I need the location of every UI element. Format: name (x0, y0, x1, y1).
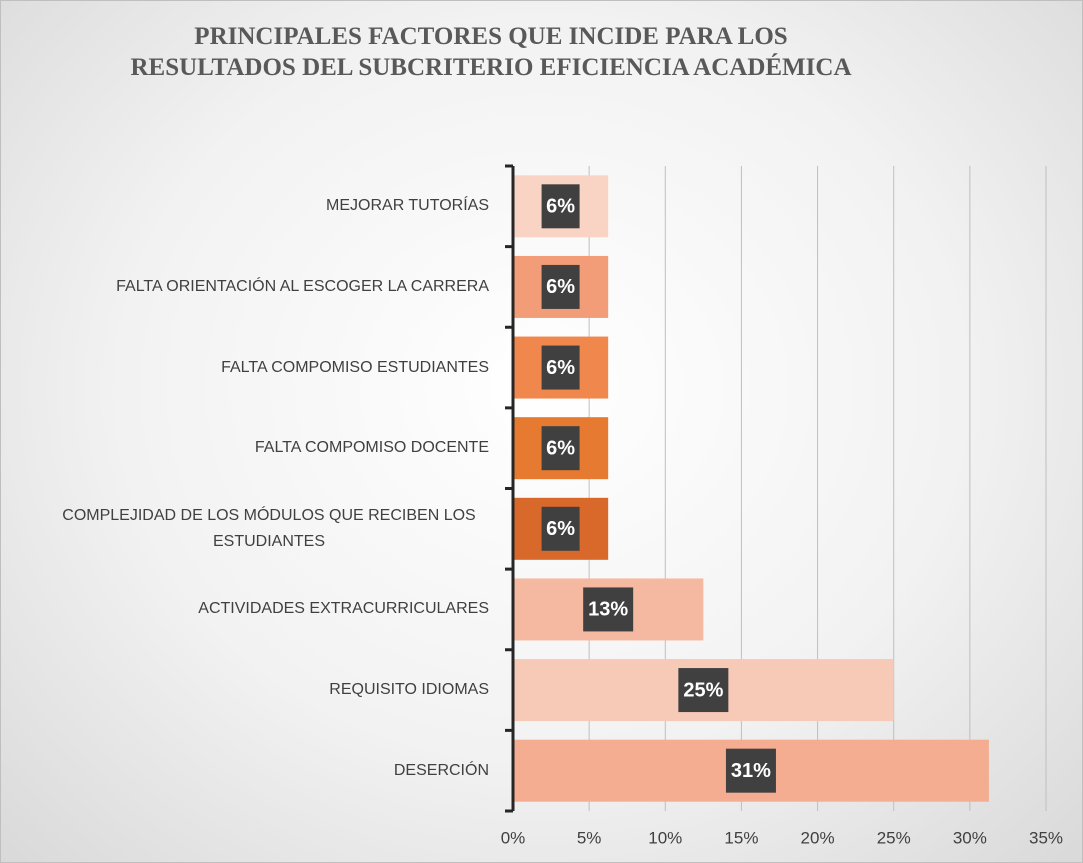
value-label: 6% (546, 196, 575, 218)
y-tick-label-box: FALTA ORIENTACIÓN AL ESCOGER LA CARRERA (9, 247, 489, 327)
y-tick-label: FALTA COMPOMISO ESTUDIANTES (221, 358, 489, 376)
y-tick-label: COMPLEJIDAD DE LOS MÓDULOS QUE RECIBEN L… (62, 506, 476, 550)
x-tick-label: 35% (1029, 828, 1063, 847)
x-tick-label: 5% (577, 828, 602, 847)
y-tick-label-box: FALTA COMPOMISO DOCENTE (9, 408, 489, 488)
x-tick-label: 20% (801, 828, 835, 847)
y-tick-label: MEJORAR TUTORÍAS (326, 197, 489, 215)
value-label: 31% (731, 760, 771, 782)
x-tick-label: 0% (501, 828, 526, 847)
value-label-box (541, 264, 580, 309)
value-label: 6% (546, 276, 575, 298)
y-tick-label-box: COMPLEJIDAD DE LOS MÓDULOS QUE RECIBEN L… (9, 489, 489, 569)
y-tick-label-box: ACTIVIDADES EXTRACURRICULARES (9, 569, 489, 649)
value-label-box (725, 748, 776, 793)
value-label-box (583, 587, 634, 632)
x-tick-label: 15% (724, 828, 758, 847)
value-label: 13% (588, 599, 628, 621)
x-tick-label: 30% (953, 828, 987, 847)
value-label-box (678, 668, 729, 713)
value-label-box (541, 345, 580, 390)
y-tick-label: ACTIVIDADES EXTRACURRICULARES (198, 600, 489, 618)
value-label: 6% (546, 437, 575, 459)
y-tick-label-box: FALTA COMPOMISO ESTUDIANTES (9, 328, 489, 408)
y-tick-label: REQUISITO IDIOMAS (329, 681, 489, 699)
chart-title: PRINCIPALES FACTORES QUE INCIDE PARA LOS… (130, 23, 852, 81)
value-label: 25% (683, 679, 723, 701)
y-tick-label-box: REQUISITO IDIOMAS (9, 650, 489, 730)
value-label: 6% (546, 357, 575, 379)
x-tick-label: 25% (877, 828, 911, 847)
value-label: 6% (546, 518, 575, 540)
value-label-box (541, 426, 580, 471)
value-label-box (541, 184, 580, 229)
y-tick-label: DESERCIÓN (393, 761, 489, 779)
value-label-box (541, 506, 580, 551)
x-tick-label: 10% (648, 828, 682, 847)
y-tick-label: FALTA COMPOMISO DOCENTE (254, 439, 489, 457)
y-tick-label: FALTA ORIENTACIÓN AL ESCOGER LA CARRERA (116, 277, 489, 295)
y-tick-label-box: DESERCIÓN (9, 731, 489, 811)
y-tick-label-box: MEJORAR TUTORÍAS (9, 166, 489, 246)
